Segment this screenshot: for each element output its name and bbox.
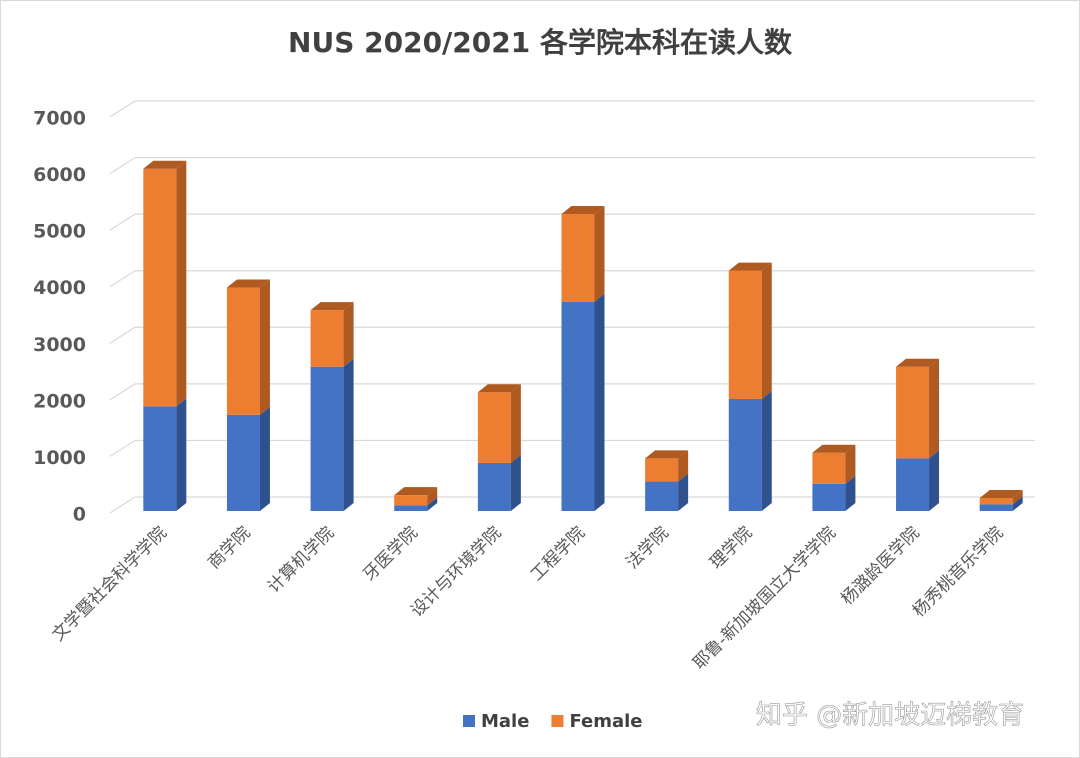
bar-side [343,302,354,367]
grid-line [109,213,136,231]
bar-side [929,358,940,459]
bar-side [427,497,438,511]
bar-side [176,398,187,511]
y-tick-label: 3000 [33,334,86,356]
bar-side [761,262,772,399]
bar-front [561,301,595,511]
bar-front [645,458,679,482]
bar-front [561,214,595,302]
legend-swatch [463,715,475,727]
y-tick-label: 2000 [33,390,86,412]
bar-side [259,406,270,511]
grid-line [109,326,136,344]
grid-line [109,270,136,288]
bar-top [143,160,187,169]
bar-front [979,504,1013,511]
bar-front [226,287,260,415]
grid-line [109,157,136,175]
bar-side [510,454,521,511]
bar-side [594,206,605,302]
bar-front [310,366,344,511]
bar-side [510,384,521,463]
bar-front [896,366,930,459]
bar-side [1012,489,1023,505]
bar-side [678,473,689,511]
chart-title: NUS 2020/2021 各学院本科在读人数 [288,26,793,59]
bar-front [645,481,679,511]
bar-top [310,302,354,311]
bar-front [310,310,344,367]
bar-side [594,293,605,511]
bar-front [394,505,428,511]
bar-side [427,487,438,506]
bar-front [477,462,511,511]
bar-side [678,450,689,482]
legend-label: Female [569,711,642,732]
grid-line [109,383,136,401]
bar-top [728,262,772,271]
bar-top [226,279,270,288]
bar-top [561,206,605,214]
y-tick-label: 5000 [33,221,86,243]
y-tick-label: 0 [73,504,86,526]
bar-front [394,495,428,506]
grid-line [109,496,136,514]
bar-top [896,358,940,367]
legend-swatch [551,715,564,727]
bar-front [143,406,177,511]
bar-front [812,483,846,511]
bar-front [477,392,511,463]
bar-front [979,497,1013,505]
bar-side [1012,496,1023,511]
bar-front [728,270,762,399]
bar-top [979,489,1023,498]
bar-side [845,475,856,511]
bar-front [226,414,260,511]
bar-side [259,279,270,415]
bar-front [143,168,177,407]
grid-line [109,439,136,457]
y-tick-label: 6000 [33,164,86,186]
bar-side [343,358,354,511]
bar-side [761,390,772,511]
y-tick-label: 1000 [33,447,86,469]
y-tick-label: 7000 [33,108,86,130]
watermark: 知乎 @新加坡迈梯教育 [756,701,1024,731]
bar-top [645,450,689,459]
y-tick-label: 4000 [33,277,86,299]
bar-front [728,398,762,511]
bar-side [929,450,940,511]
bar-side [845,444,856,484]
bar-side [176,160,187,407]
bar-top [477,384,521,393]
bar-top [812,444,856,453]
bar-front [812,452,846,484]
bar-front [896,458,930,511]
legend-label: Male [481,711,529,732]
bar-top [394,487,438,496]
grid-line [109,100,136,118]
